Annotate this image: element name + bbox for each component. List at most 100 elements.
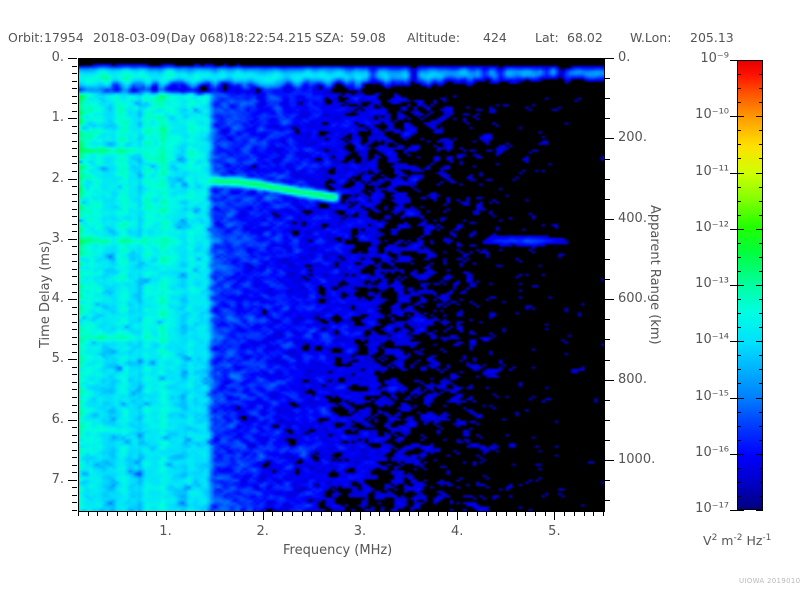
x-major-tick: [166, 511, 167, 520]
sza-value: 59.08: [350, 30, 386, 45]
wlon-value: 205.13: [690, 30, 734, 45]
y-minor-tick: [72, 405, 77, 406]
colorbar-minor-tick: [759, 158, 763, 159]
unit-meters-exponent: -2: [733, 532, 743, 543]
y2-minor-tick: [605, 179, 610, 180]
colorbar-minor-tick: [737, 369, 741, 370]
y-minor-tick: [72, 194, 77, 195]
colorbar-major-tick: [756, 60, 763, 61]
colorbar-minor-tick: [759, 313, 763, 314]
y2-minor-tick: [605, 319, 610, 320]
x-minor-tick: [214, 511, 215, 516]
y-minor-tick: [72, 276, 77, 277]
colorbar-tick-label: 10⁻¹²: [695, 219, 729, 235]
colorbar-minor-tick: [759, 482, 763, 483]
y-axis-title: Time Delay (ms): [38, 241, 53, 348]
x-minor-tick: [525, 511, 526, 516]
y-minor-tick: [72, 141, 77, 142]
x-minor-tick: [409, 511, 410, 516]
y2-major-tick: [605, 460, 614, 461]
y-tick-label: 3.: [51, 230, 64, 246]
x-minor-tick: [292, 511, 293, 516]
y-tick-label: 4.: [51, 291, 64, 307]
colorbar-minor-tick: [759, 468, 763, 469]
y-minor-tick: [72, 66, 77, 67]
colorbar-minor-tick: [759, 440, 763, 441]
colorbar-minor-tick: [737, 158, 741, 159]
spectrogram-heatmap: [79, 59, 604, 511]
colorbar-tick-label: 10⁻¹⁷: [695, 501, 729, 516]
colorbar-units-label: V2 m-2 Hz-1: [703, 533, 771, 548]
y-minor-tick: [72, 487, 77, 488]
y-minor-tick: [72, 163, 77, 164]
x-minor-tick: [146, 511, 147, 516]
colorbar-minor-tick: [759, 355, 763, 356]
colorbar-minor-tick: [759, 257, 763, 258]
x-minor-tick: [428, 511, 429, 516]
x-minor-tick: [136, 511, 137, 516]
colorbar-minor-tick: [737, 299, 741, 300]
y-minor-tick: [72, 103, 77, 104]
colorbar-major-tick: [737, 173, 744, 174]
x-minor-tick: [506, 511, 507, 516]
colorbar-minor-tick: [759, 187, 763, 188]
colorbar-major-tick-outer: [730, 173, 737, 174]
x-major-tick: [263, 511, 264, 520]
colorbar-tick-label: 10⁻¹¹: [695, 163, 729, 179]
x-minor-tick: [584, 511, 585, 516]
x-minor-tick: [516, 511, 517, 516]
colorbar-minor-tick: [759, 130, 763, 131]
colorbar-minor-tick: [737, 271, 741, 272]
y2-major-tick: [605, 219, 614, 220]
x-tick-label: 1.: [159, 524, 172, 539]
colorbar-major-tick: [737, 60, 744, 61]
x-major-tick: [457, 511, 458, 520]
colorbar-minor-tick: [737, 215, 741, 216]
x-minor-tick: [399, 511, 400, 516]
y-minor-tick: [72, 224, 77, 225]
provenance-watermark: UIOWA 20190103: [739, 577, 800, 585]
x-minor-tick: [253, 511, 254, 516]
sza-label: SZA:: [315, 30, 345, 45]
x-minor-tick: [379, 511, 380, 516]
unit-volts: V: [703, 533, 712, 548]
colorbar-major-tick: [737, 285, 744, 286]
y-minor-tick: [72, 261, 77, 262]
y2-tick-label: 0.: [618, 50, 631, 65]
x-minor-tick: [486, 511, 487, 516]
y-minor-tick: [72, 231, 77, 232]
colorbar-minor-tick: [737, 412, 741, 413]
y2-minor-tick: [605, 360, 610, 361]
observation-time: 18:22:54.215: [228, 30, 312, 45]
y-minor-tick: [72, 389, 77, 390]
x-minor-tick: [341, 511, 342, 516]
colorbar-minor-tick: [759, 412, 763, 413]
x-minor-tick: [311, 511, 312, 516]
y-minor-tick: [72, 284, 77, 285]
y-tick-label: 6.: [51, 411, 64, 427]
x-minor-tick: [185, 511, 186, 516]
colorbar-major-tick: [756, 229, 763, 230]
colorbar-major-tick: [737, 454, 744, 455]
colorbar-minor-tick: [737, 130, 741, 131]
colorbar-minor-tick: [759, 383, 763, 384]
colorbar-minor-tick: [737, 74, 741, 75]
y-minor-tick: [72, 382, 77, 383]
x-minor-tick: [545, 511, 546, 516]
x-minor-tick: [467, 511, 468, 516]
colorbar-minor-tick: [737, 426, 741, 427]
y-minor-tick: [72, 246, 77, 247]
colorbar-major-tick-outer: [730, 510, 737, 511]
x-tick-label: 3.: [353, 524, 367, 539]
y-tick-label: 7.: [51, 471, 64, 487]
x-minor-tick: [127, 511, 128, 516]
y-minor-tick: [72, 156, 77, 157]
header-metadata-bar: Orbit: 17954 2018-03-09 (Day 068) 18:22:…: [0, 30, 800, 48]
colorbar-major-tick: [737, 398, 744, 399]
colorbar-tick-label: 10⁻¹⁰: [695, 107, 729, 123]
y-minor-tick: [72, 427, 77, 428]
x-minor-tick: [438, 511, 439, 516]
colorbar-major-tick-outer: [730, 454, 737, 455]
y2-minor-tick: [605, 440, 610, 441]
colorbar-minor-tick: [737, 355, 741, 356]
